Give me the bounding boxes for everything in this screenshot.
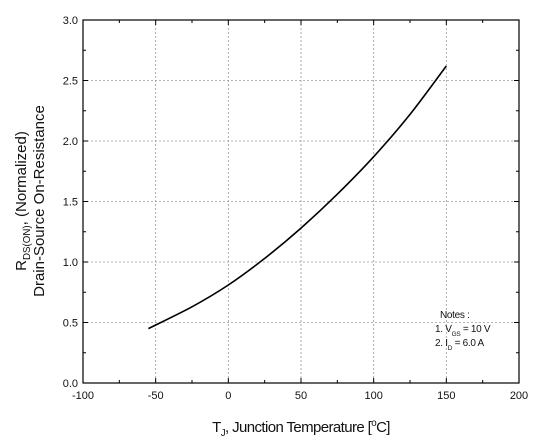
notes-line-1: 1. VGS = 10 V [435, 324, 491, 338]
notes-title: Notes : [440, 310, 470, 321]
x-tick-label: 100 [364, 390, 382, 402]
grid-lines [83, 20, 519, 383]
x-tick-labels: -100 -50 0 50 100 150 200 [72, 390, 528, 402]
x-tick-label: -50 [148, 390, 164, 402]
y-axis-label-line2: Drain-Source On-Resistance [31, 105, 48, 297]
x-tick-label: 50 [295, 390, 307, 402]
tick-marks [82, 19, 520, 384]
series-line [148, 65, 447, 330]
y-tick-label: 0.0 [63, 378, 78, 390]
y-tick-label: 1.5 [63, 197, 78, 209]
x-tick-label: 0 [225, 390, 231, 402]
y-tick-label: 0.5 [63, 318, 78, 330]
y-axis-label: RDS(ON), (Normalized) Drain-Source On-Re… [13, 105, 48, 297]
y-tick-label: 2.0 [63, 136, 78, 148]
y-axis-label-line1: RDS(ON), (Normalized) [13, 131, 33, 271]
x-tick-label: -100 [72, 390, 94, 402]
y-tick-label: 1.0 [63, 257, 78, 269]
y-tick-labels: 0.0 0.5 1.0 1.5 2.0 2.5 3.0 [63, 15, 78, 390]
notes-line-2: 2. ID = 6.0 A [435, 338, 485, 352]
series-group [148, 65, 447, 330]
y-tick-label: 2.5 [63, 76, 78, 88]
x-tick-label: 150 [437, 390, 455, 402]
x-axis-label: TJ, Junction Temperature [oC] [212, 418, 390, 439]
notes-annotation: Notes : 1. VGS = 10 V 2. ID = 6.0 A [435, 310, 491, 352]
x-tick-label: 200 [510, 390, 528, 402]
y-tick-label: 3.0 [63, 15, 78, 27]
